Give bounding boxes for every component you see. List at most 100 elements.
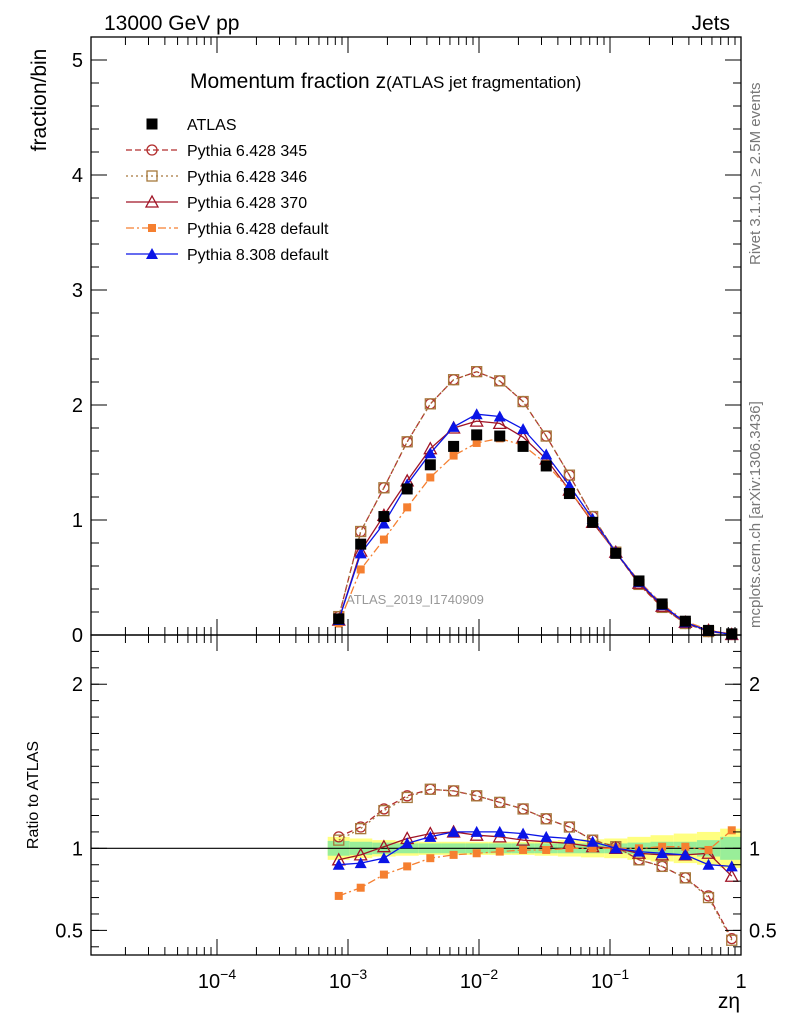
plot-title-main: Momentum fraction z — [190, 70, 386, 93]
ratio-point-pythia-8-308-default — [586, 835, 599, 847]
data-point-atlas — [656, 598, 668, 610]
ratio-point-pythia-6-428-345 — [679, 872, 691, 884]
data-point-pythia-6-428-370 — [492, 416, 507, 430]
legend-marker-atlas — [146, 118, 158, 130]
x-tick-label: 10−2 — [460, 966, 498, 993]
ratio-point-pythia-6-428-default — [727, 826, 736, 835]
ratio-point-pythia-6-428-default — [449, 850, 458, 859]
data-point-pythia-6-428-default — [379, 535, 388, 544]
legend-marker-pythia-6-428-370 — [144, 194, 160, 208]
process-label: Jets — [691, 12, 730, 35]
ratio-point-pythia-8-308-default — [632, 845, 645, 857]
legend-label-pythia-6-428-default: Pythia 6.428 default — [187, 221, 329, 238]
ratio-point-pythia-8-308-default — [493, 825, 506, 837]
data-point-atlas — [401, 483, 413, 495]
source-label: mcplots.cern.ch [arXiv:1306.3436] — [747, 401, 764, 628]
legend-marker-pythia-6-428-default — [148, 224, 156, 232]
data-point-pythia-6-428-346 — [517, 395, 529, 408]
ratio-y-tick-label: 1 — [72, 838, 83, 860]
data-point-atlas — [424, 459, 436, 471]
data-point-atlas — [517, 440, 529, 452]
ratio-line-pythia-6-428-346 — [338, 788, 733, 941]
legend-label-pythia-6-428-370: Pythia 6.428 370 — [187, 195, 307, 212]
data-point-atlas — [726, 628, 738, 640]
ratio-point-pythia-6-428-default — [681, 842, 690, 851]
data-point-atlas — [378, 511, 390, 523]
ratio-point-pythia-8-308-default — [401, 837, 414, 849]
ratio-point-pythia-6-428-default — [519, 845, 528, 854]
data-point-pythia-6-428-default — [472, 438, 481, 447]
ratio-frame — [90, 634, 742, 956]
data-point-atlas — [610, 547, 622, 559]
ratio-point-pythia-8-308-default — [470, 825, 483, 837]
ratio-point-pythia-8-308-default — [517, 827, 530, 839]
data-point-pythia-8-308-default — [447, 420, 460, 432]
main-y-axis-label: fraction/bin — [28, 49, 51, 152]
ratio-point-pythia-6-428-default — [495, 847, 504, 856]
data-point-pythia-6-428-345 — [355, 525, 367, 538]
data-point-atlas — [587, 516, 599, 528]
ratio-point-pythia-6-428-default — [472, 849, 481, 858]
y-tick-label: 3 — [72, 280, 83, 302]
ratio-point-pythia-6-428-default — [658, 842, 667, 851]
analysis-id: ATLAS_2019_I1740909 — [346, 592, 484, 607]
y-tick-label: 0 — [72, 625, 83, 647]
ratio-point-pythia-8-308-default — [447, 825, 460, 837]
ratio-point-pythia-6-428-370 — [515, 832, 531, 846]
data-point-pythia-6-428-346 — [355, 525, 367, 538]
ratio-line-pythia-6-428-345 — [338, 788, 733, 939]
plot-title-sub: (ATLAS jet fragmentation) — [386, 73, 581, 92]
ratio-point-pythia-8-308-default — [424, 830, 437, 842]
ratio-point-pythia-6-428-default — [704, 845, 713, 854]
ratio-point-pythia-6-428-346 — [540, 813, 552, 825]
ratio-point-pythia-6-428-346 — [679, 872, 691, 884]
data-point-pythia-6-428-346 — [494, 375, 506, 387]
ratio-point-pythia-6-428-346 — [471, 790, 483, 802]
data-point-pythia-6-428-346 — [471, 365, 483, 378]
data-point-pythia-6-428-345 — [424, 398, 436, 410]
ratio-y-tick-label-right: 0.5 — [749, 920, 777, 942]
data-point-pythia-8-308-default — [377, 517, 390, 529]
ratio-point-pythia-6-428-default — [356, 883, 365, 892]
ratio-point-pythia-6-428-346 — [424, 783, 436, 795]
ratio-point-pythia-6-428-346 — [333, 834, 345, 846]
ratio-point-pythia-6-428-default — [588, 844, 597, 853]
ratio-point-pythia-6-428-346 — [563, 821, 576, 833]
ratio-y-tick-label-right: 1 — [749, 838, 760, 860]
ratio-point-pythia-8-308-default — [702, 858, 715, 870]
ratio-point-pythia-6-428-345 — [471, 790, 483, 802]
data-point-pythia-8-308-default — [540, 448, 553, 460]
ratio-y-tick-label-right: 2 — [749, 674, 760, 696]
ratio-point-pythia-6-428-370 — [376, 839, 392, 853]
data-point-pythia-8-308-default — [563, 479, 576, 491]
ratio-point-pythia-6-428-346 — [517, 803, 529, 815]
legend-label-pythia-6-428-346: Pythia 6.428 346 — [187, 169, 307, 186]
data-point-atlas — [471, 429, 483, 441]
ratio-point-pythia-6-428-346 — [355, 822, 367, 835]
ratio-point-pythia-8-308-default — [563, 832, 576, 844]
ratio-panel: 0.5 0.5 1 1 2 2 10−4 10−3 10−2 10−1 1 — [55, 634, 777, 993]
ratio-point-pythia-8-308-default — [332, 858, 345, 870]
legend-label-pythia-8-308-default: Pythia 8.308 default — [187, 247, 329, 264]
legend-marker-pythia-6-428-345 — [146, 144, 158, 156]
ratio-point-pythia-6-428-346 — [702, 891, 715, 904]
ratio-point-pythia-6-428-default — [334, 891, 343, 900]
ratio-point-pythia-8-308-default — [377, 852, 390, 864]
x-tick-label: 10−4 — [198, 966, 236, 993]
data-point-atlas — [494, 430, 506, 442]
data-point-pythia-6-428-346 — [424, 398, 436, 410]
plot-title: Momentum fraction z(ATLAS jet fragmentat… — [190, 70, 581, 93]
y-tick-label: 5 — [72, 50, 83, 72]
x-tick-label: 1 — [735, 971, 746, 993]
data-point-pythia-6-428-default — [403, 503, 412, 512]
ratio-y-tick-label: 2 — [72, 674, 83, 696]
ratio-point-pythia-6-428-default — [565, 844, 574, 853]
data-point-pythia-6-428-346 — [401, 436, 413, 448]
ratio-point-pythia-6-428-346 — [447, 785, 460, 797]
legend: ATLAS Pythia 6.428 345 Pythia 6.428 346 Pyt… — [126, 117, 329, 264]
ratio-point-pythia-8-308-default — [540, 830, 553, 842]
energy-label: 13000 GeV pp — [104, 12, 239, 35]
ratio-point-pythia-6-428-346 — [401, 791, 413, 804]
data-point-atlas — [563, 488, 575, 500]
